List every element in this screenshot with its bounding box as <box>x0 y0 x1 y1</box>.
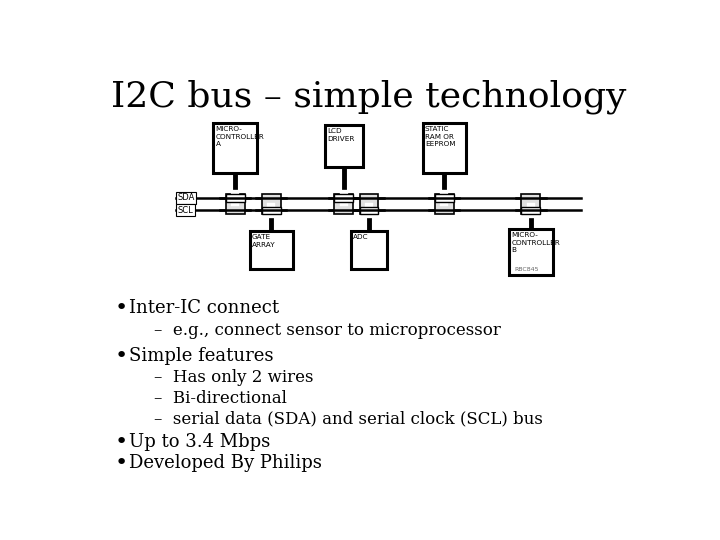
Text: Inter-IC connect: Inter-IC connect <box>129 299 279 317</box>
Text: I2C bus – simple technology: I2C bus – simple technology <box>112 79 626 114</box>
Bar <box>521 194 540 214</box>
Text: •: • <box>115 346 128 366</box>
Bar <box>262 207 281 214</box>
Bar <box>359 194 379 214</box>
Text: Simple features: Simple features <box>129 347 274 365</box>
Bar <box>435 194 454 201</box>
Text: STATIC
RAM OR
EEPROM: STATIC RAM OR EEPROM <box>425 126 455 147</box>
Bar <box>262 194 281 214</box>
Text: MICRO-
CONTROLLER
A: MICRO- CONTROLLER A <box>215 126 264 147</box>
Bar <box>359 207 379 214</box>
Bar <box>423 123 466 173</box>
Bar <box>225 194 245 214</box>
Bar <box>225 194 245 201</box>
Text: ADC: ADC <box>353 234 369 240</box>
Text: –  Bi-directional: – Bi-directional <box>154 390 287 407</box>
Text: MICRO-
CONTROLLER
B: MICRO- CONTROLLER B <box>511 232 560 253</box>
Text: SDA: SDA <box>178 193 195 202</box>
Bar <box>521 207 540 214</box>
Bar <box>435 194 454 214</box>
Text: GATE
ARRAY: GATE ARRAY <box>252 234 276 248</box>
Text: SCL: SCL <box>178 206 194 215</box>
Bar <box>509 229 552 275</box>
Bar <box>250 231 293 268</box>
Bar <box>213 123 257 173</box>
Text: –  serial data (SDA) and serial clock (SCL) bus: – serial data (SDA) and serial clock (SC… <box>154 410 543 428</box>
Text: LCD
DRIVER: LCD DRIVER <box>327 129 354 141</box>
Bar <box>334 194 354 214</box>
Text: •: • <box>115 453 128 473</box>
Text: –  e.g., connect sensor to microprocessor: – e.g., connect sensor to microprocessor <box>154 322 501 340</box>
Text: Developed By Philips: Developed By Philips <box>129 454 322 472</box>
Bar <box>325 125 363 167</box>
Text: RBC845: RBC845 <box>514 267 539 272</box>
Text: •: • <box>115 298 128 318</box>
Text: –  Has only 2 wires: – Has only 2 wires <box>154 369 314 386</box>
Text: •: • <box>115 433 128 453</box>
Bar <box>334 194 354 201</box>
Bar <box>351 231 387 268</box>
Text: Up to 3.4 Mbps: Up to 3.4 Mbps <box>129 433 270 451</box>
